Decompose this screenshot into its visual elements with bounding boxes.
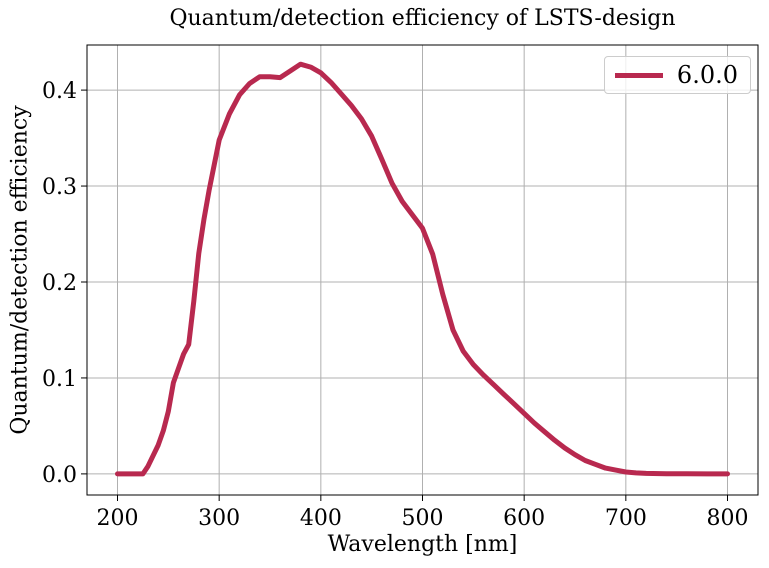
y-tick-label: 0.3 [42,175,77,200]
x-tick-label: 400 [300,506,342,531]
x-axis-label: Wavelength [nm] [327,532,518,557]
x-tick-label: 700 [605,506,647,531]
y-tick-label: 0.4 [42,79,77,104]
grid-lines [87,45,758,495]
chart-title: Quantum/detection efficiency of LSTS-des… [169,6,676,31]
y-tick-label: 0.2 [42,271,77,296]
y-axis-label: Quantum/detection efficiency [7,105,33,435]
x-tick-label: 800 [707,506,749,531]
y-tick-label: 0.1 [42,367,77,392]
legend-swatch [614,72,663,78]
legend: 6.0.0 [603,56,751,94]
legend-entry: 6.0.0 [676,61,738,89]
x-tick-label: 500 [402,506,444,531]
y-tick-label: 0.0 [42,463,77,488]
x-tick-label: 600 [503,506,545,531]
series-layer [115,61,730,477]
axis-ticks: 200 300 400 500 600 700 800 0.0 0.1 0.2 0.3 0.4 [42,79,749,531]
series-line [115,61,730,477]
x-tick-label: 300 [198,506,240,531]
x-tick-label: 200 [97,506,139,531]
